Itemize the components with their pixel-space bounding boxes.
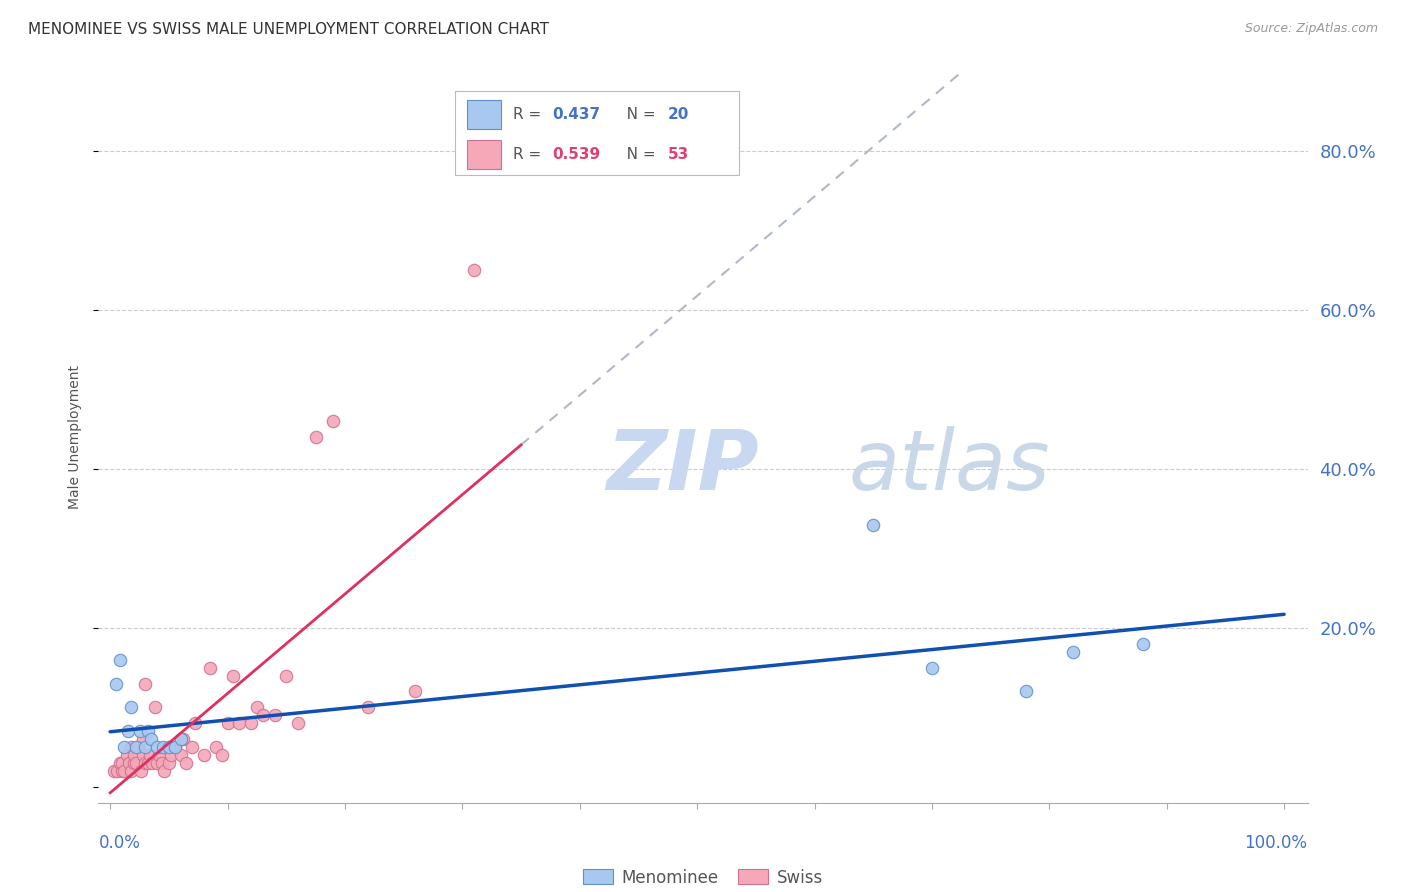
Point <box>160 748 183 763</box>
Point <box>228 716 250 731</box>
Point <box>117 724 139 739</box>
Point <box>143 700 166 714</box>
Point <box>240 716 263 731</box>
Point <box>132 732 155 747</box>
Point <box>211 748 233 763</box>
Point <box>152 740 174 755</box>
Text: N =: N = <box>613 146 661 161</box>
Point <box>105 676 128 690</box>
Point <box>103 764 125 778</box>
Point <box>120 740 142 755</box>
Point <box>322 414 344 428</box>
Point <box>132 748 155 763</box>
Point <box>163 740 186 755</box>
Point <box>141 756 163 770</box>
Point <box>276 668 298 682</box>
Point <box>217 716 239 731</box>
Point <box>1015 684 1038 698</box>
Point <box>862 517 884 532</box>
Point <box>287 716 309 731</box>
Text: 0.0%: 0.0% <box>98 834 141 852</box>
Point <box>134 676 156 690</box>
Point <box>112 740 135 755</box>
Text: 0.437: 0.437 <box>553 107 600 122</box>
Point <box>169 732 191 747</box>
Text: 20: 20 <box>668 107 689 122</box>
Point <box>115 748 138 763</box>
Point <box>176 756 198 770</box>
Text: 100.0%: 100.0% <box>1244 834 1308 852</box>
Point <box>157 740 180 755</box>
Point <box>1132 637 1154 651</box>
Point <box>198 660 221 674</box>
Point <box>105 764 128 778</box>
Point <box>163 740 186 755</box>
FancyBboxPatch shape <box>467 139 501 169</box>
Point <box>183 716 205 731</box>
Point <box>153 764 176 778</box>
Point <box>111 756 134 770</box>
Point <box>128 724 150 739</box>
Text: R =: R = <box>513 107 547 122</box>
Point <box>172 732 194 747</box>
Point <box>136 756 159 770</box>
Point <box>463 263 485 277</box>
Point <box>246 700 269 714</box>
Point <box>127 740 149 755</box>
Text: atlas: atlas <box>848 425 1050 507</box>
Text: ZIP: ZIP <box>606 425 759 507</box>
Point <box>181 740 204 755</box>
Point <box>122 748 145 763</box>
Point <box>125 740 148 755</box>
Text: 0.539: 0.539 <box>553 146 600 161</box>
Point <box>120 764 142 778</box>
Point <box>120 700 142 714</box>
Point <box>134 740 156 755</box>
Point <box>204 740 226 755</box>
Text: Source: ZipAtlas.com: Source: ZipAtlas.com <box>1244 22 1378 36</box>
FancyBboxPatch shape <box>456 91 740 175</box>
Point <box>136 724 159 739</box>
Text: 53: 53 <box>668 146 689 161</box>
Point <box>252 708 274 723</box>
Text: MENOMINEE VS SWISS MALE UNEMPLOYMENT CORRELATION CHART: MENOMINEE VS SWISS MALE UNEMPLOYMENT COR… <box>28 22 550 37</box>
Text: R =: R = <box>513 146 547 161</box>
Text: N =: N = <box>613 107 661 122</box>
Point <box>150 756 173 770</box>
Point <box>357 700 380 714</box>
Legend: Menominee, Swiss: Menominee, Swiss <box>576 862 830 892</box>
Point <box>139 748 162 763</box>
Point <box>108 653 131 667</box>
Point <box>122 756 145 770</box>
Point <box>146 740 169 755</box>
Point <box>118 756 141 770</box>
Point <box>134 756 156 770</box>
Point <box>304 430 326 444</box>
Point <box>148 748 170 763</box>
Point <box>921 660 943 674</box>
Point <box>169 748 191 763</box>
Point <box>263 708 285 723</box>
Point <box>222 668 245 682</box>
Point <box>1062 645 1084 659</box>
Point <box>146 756 169 770</box>
Point <box>108 756 131 770</box>
Point <box>141 732 163 747</box>
Point <box>112 764 135 778</box>
Point <box>125 756 148 770</box>
Point <box>129 764 152 778</box>
Point <box>111 764 134 778</box>
FancyBboxPatch shape <box>467 100 501 129</box>
Point <box>157 756 180 770</box>
Point <box>193 748 215 763</box>
Point <box>404 684 426 698</box>
Y-axis label: Male Unemployment: Male Unemployment <box>69 365 83 509</box>
